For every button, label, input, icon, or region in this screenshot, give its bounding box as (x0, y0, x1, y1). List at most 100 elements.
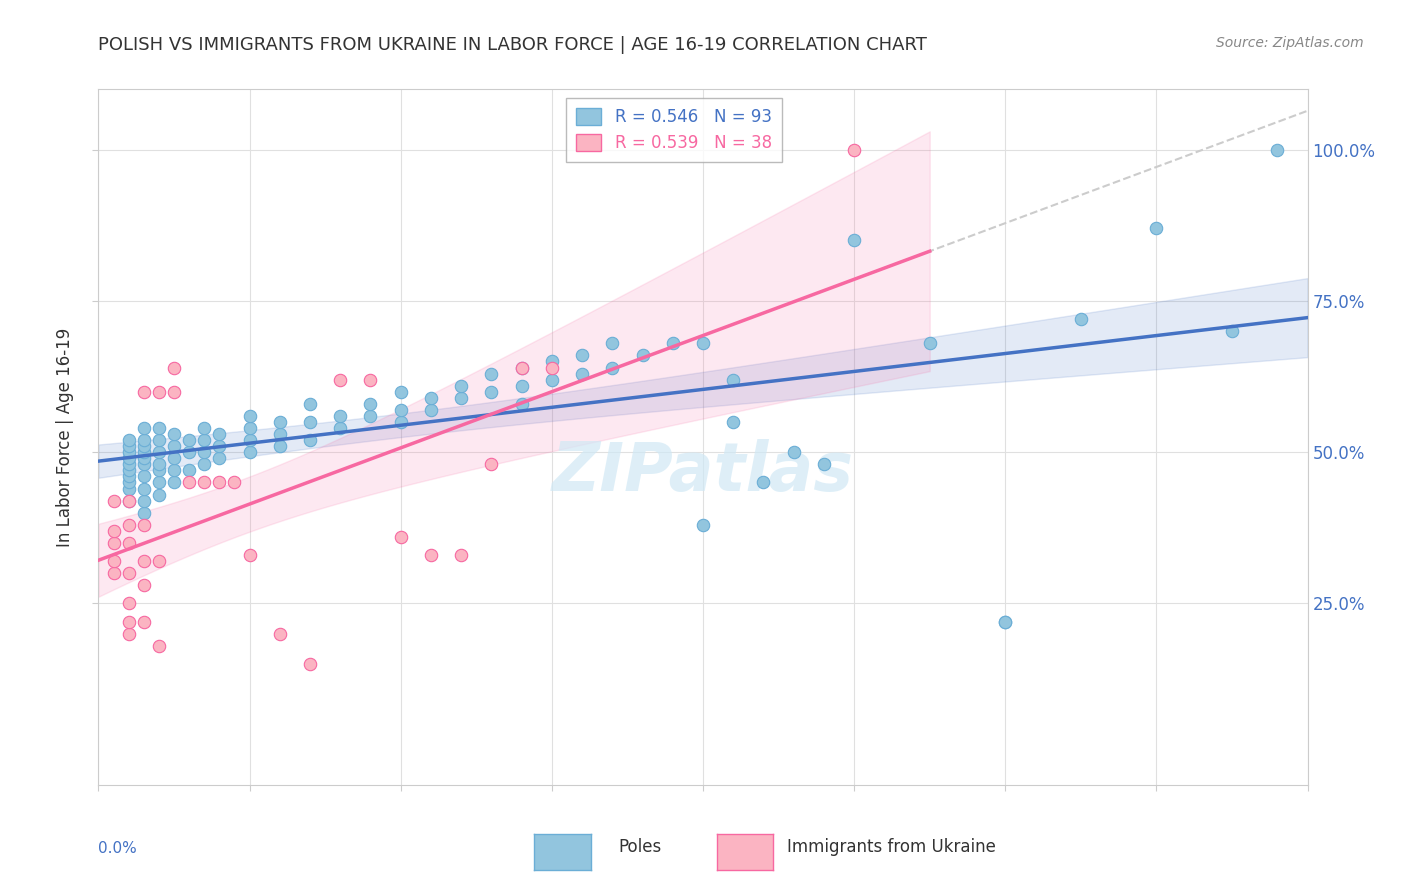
Poles (602, 360, 624, 375)
Poles (631, 348, 654, 362)
Immigrants from Ukraine (148, 639, 170, 653)
Immigrants from Ukraine (299, 657, 322, 671)
Poles (118, 469, 141, 483)
Immigrants from Ukraine (510, 360, 533, 375)
Poles (783, 445, 806, 459)
Poles (299, 433, 322, 447)
Poles (540, 354, 562, 368)
Poles (813, 458, 835, 472)
Poles (118, 439, 141, 453)
Poles (132, 451, 155, 466)
Poles (420, 402, 443, 417)
Immigrants from Ukraine (132, 554, 155, 568)
Immigrants from Ukraine (132, 384, 155, 399)
Poles (1220, 324, 1243, 338)
Immigrants from Ukraine (103, 524, 125, 538)
Immigrants from Ukraine (163, 384, 186, 399)
Immigrants from Ukraine (118, 536, 141, 550)
Poles (148, 475, 170, 490)
Poles (571, 367, 593, 381)
Immigrants from Ukraine (193, 475, 215, 490)
Poles (179, 445, 201, 459)
Immigrants from Ukraine (118, 597, 141, 611)
Poles (450, 391, 472, 405)
Poles (239, 445, 262, 459)
Immigrants from Ukraine (481, 458, 503, 472)
Poles (163, 427, 186, 442)
Poles (510, 360, 533, 375)
Immigrants from Ukraine (389, 530, 412, 544)
Immigrants from Ukraine (420, 548, 443, 562)
Poles (1267, 143, 1289, 157)
Poles (481, 367, 503, 381)
Poles (723, 415, 745, 429)
Poles (389, 384, 412, 399)
Poles (118, 451, 141, 466)
Poles (132, 421, 155, 435)
Poles (163, 451, 186, 466)
Poles (148, 463, 170, 477)
Poles (148, 433, 170, 447)
Poles (844, 234, 866, 248)
Poles (132, 469, 155, 483)
Poles (540, 373, 562, 387)
Poles (118, 445, 141, 459)
Poles (1070, 312, 1092, 326)
Immigrants from Ukraine (118, 493, 141, 508)
Poles (193, 458, 215, 472)
Poles (239, 409, 262, 423)
Poles (118, 433, 141, 447)
Poles (179, 463, 201, 477)
Poles (994, 615, 1017, 629)
Immigrants from Ukraine (148, 554, 170, 568)
Poles (481, 384, 503, 399)
Poles (118, 458, 141, 472)
Text: Poles: Poles (619, 838, 662, 856)
Poles (179, 433, 201, 447)
Poles (163, 439, 186, 453)
Poles (360, 409, 382, 423)
Poles (269, 415, 291, 429)
Poles (132, 493, 155, 508)
Immigrants from Ukraine (132, 578, 155, 592)
Text: Immigrants from Ukraine: Immigrants from Ukraine (787, 838, 997, 856)
Poles (118, 482, 141, 496)
Poles (602, 336, 624, 351)
Immigrants from Ukraine (844, 143, 866, 157)
Poles (1144, 221, 1167, 235)
Poles (662, 336, 685, 351)
Poles (269, 427, 291, 442)
Poles (389, 415, 412, 429)
Poles (752, 475, 775, 490)
Poles (118, 475, 141, 490)
Poles (148, 458, 170, 472)
Immigrants from Ukraine (132, 615, 155, 629)
Poles (450, 378, 472, 392)
Text: Source: ZipAtlas.com: Source: ZipAtlas.com (1216, 36, 1364, 50)
Poles (132, 439, 155, 453)
Poles (329, 421, 352, 435)
Poles (118, 493, 141, 508)
Poles (208, 427, 231, 442)
Poles (239, 421, 262, 435)
Immigrants from Ukraine (163, 360, 186, 375)
Immigrants from Ukraine (118, 566, 141, 581)
Text: ZIPatlas: ZIPatlas (553, 439, 853, 505)
Poles (132, 458, 155, 472)
Poles (148, 445, 170, 459)
Poles (148, 421, 170, 435)
Immigrants from Ukraine (118, 626, 141, 640)
Immigrants from Ukraine (239, 548, 262, 562)
Immigrants from Ukraine (179, 475, 201, 490)
Poles (239, 433, 262, 447)
Poles (148, 487, 170, 501)
Poles (360, 397, 382, 411)
Poles (163, 475, 186, 490)
Legend: R = 0.546   N = 93, R = 0.539   N = 38: R = 0.546 N = 93, R = 0.539 N = 38 (567, 97, 782, 162)
Poles (692, 336, 714, 351)
Poles (132, 506, 155, 520)
Immigrants from Ukraine (329, 373, 352, 387)
Poles (692, 517, 714, 532)
Text: POLISH VS IMMIGRANTS FROM UKRAINE IN LABOR FORCE | AGE 16-19 CORRELATION CHART: POLISH VS IMMIGRANTS FROM UKRAINE IN LAB… (98, 36, 928, 54)
Immigrants from Ukraine (224, 475, 246, 490)
